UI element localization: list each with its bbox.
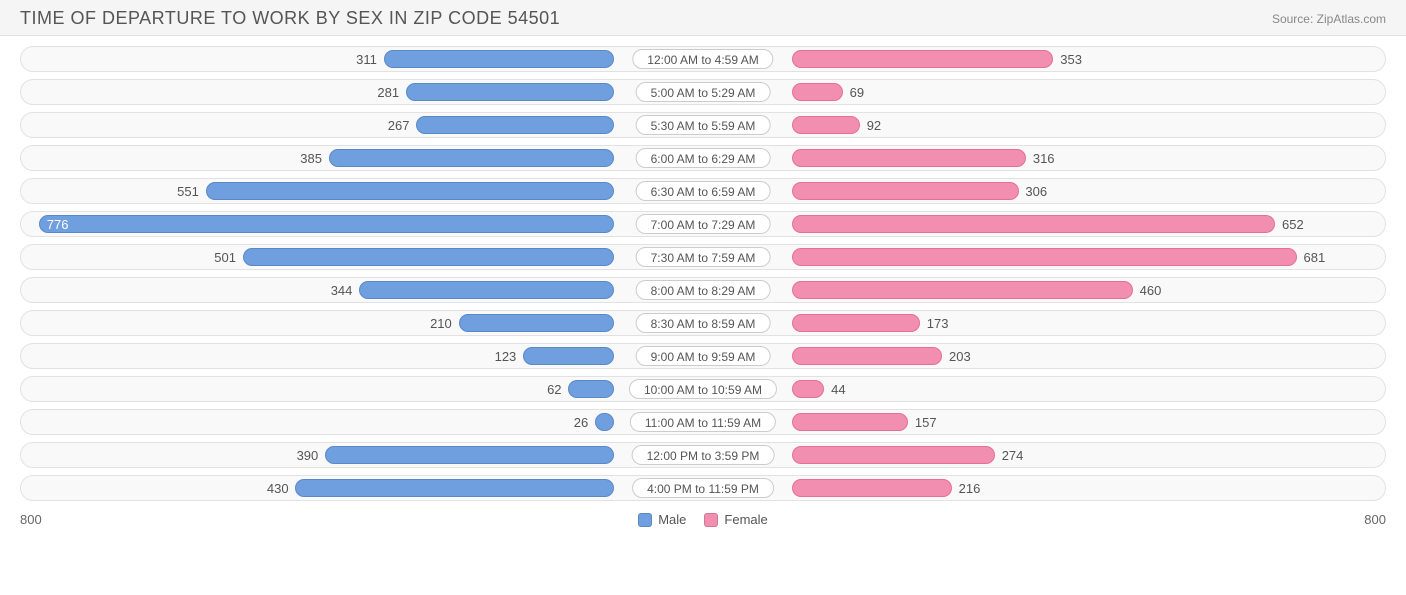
female-value-label: 44 bbox=[831, 377, 845, 401]
male-value-label: 501 bbox=[214, 245, 236, 269]
category-pill: 10:00 AM to 10:59 AM bbox=[629, 379, 777, 399]
male-bar bbox=[359, 281, 614, 299]
chart-row: 281 69 5:00 AM to 5:29 AM bbox=[20, 79, 1386, 105]
female-bar bbox=[792, 347, 943, 365]
chart-header: TIME OF DEPARTURE TO WORK BY SEX IN ZIP … bbox=[0, 0, 1406, 36]
chart-row: 501 681 7:30 AM to 7:59 AM bbox=[20, 244, 1386, 270]
male-bar bbox=[329, 149, 615, 167]
male-bar bbox=[325, 446, 614, 464]
female-value-label: 460 bbox=[1140, 278, 1162, 302]
category-pill: 12:00 AM to 4:59 AM bbox=[632, 49, 773, 69]
chart-source: Source: ZipAtlas.com bbox=[1272, 12, 1386, 26]
female-value-label: 92 bbox=[867, 113, 881, 137]
female-bar bbox=[792, 380, 825, 398]
male-value-label: 123 bbox=[495, 344, 517, 368]
female-value-label: 353 bbox=[1060, 47, 1082, 71]
legend-item-male: Male bbox=[638, 512, 686, 527]
female-value-label: 173 bbox=[927, 311, 949, 335]
chart-row: 311 353 12:00 AM to 4:59 AM bbox=[20, 46, 1386, 72]
chart-row: 267 92 5:30 AM to 5:59 AM bbox=[20, 112, 1386, 138]
category-pill: 6:00 AM to 6:29 AM bbox=[636, 148, 771, 168]
female-bar bbox=[792, 314, 920, 332]
category-pill: 11:00 AM to 11:59 AM bbox=[630, 412, 776, 432]
chart-row: 390 274 12:00 PM to 3:59 PM bbox=[20, 442, 1386, 468]
category-pill: 9:00 AM to 9:59 AM bbox=[636, 346, 771, 366]
legend-item-female: Female bbox=[704, 512, 767, 527]
male-swatch bbox=[638, 513, 652, 527]
female-bar bbox=[792, 248, 1297, 266]
legend-label-female: Female bbox=[724, 512, 767, 527]
female-value-label: 216 bbox=[959, 476, 981, 500]
category-pill: 8:00 AM to 8:29 AM bbox=[636, 280, 771, 300]
male-value-label: 551 bbox=[177, 179, 199, 203]
female-bar bbox=[792, 50, 1054, 68]
axis-right-max: 800 bbox=[1364, 512, 1386, 527]
category-pill: 8:30 AM to 8:59 AM bbox=[636, 313, 771, 333]
female-bar bbox=[792, 413, 908, 431]
female-bar bbox=[792, 149, 1026, 167]
female-bar bbox=[792, 116, 860, 134]
male-bar bbox=[384, 50, 615, 68]
chart-row: 776 652 7:00 AM to 7:29 AM bbox=[20, 211, 1386, 237]
female-bar bbox=[792, 83, 843, 101]
female-value-label: 681 bbox=[1304, 245, 1326, 269]
category-pill: 5:30 AM to 5:59 AM bbox=[636, 115, 771, 135]
female-swatch bbox=[704, 513, 718, 527]
category-pill: 7:00 AM to 7:29 AM bbox=[636, 214, 771, 234]
chart-row: 62 44 10:00 AM to 10:59 AM bbox=[20, 376, 1386, 402]
male-bar bbox=[206, 182, 615, 200]
category-pill: 12:00 PM to 3:59 PM bbox=[632, 445, 775, 465]
male-value-label: 344 bbox=[331, 278, 353, 302]
chart-row: 26 157 11:00 AM to 11:59 AM bbox=[20, 409, 1386, 435]
male-value-label: 62 bbox=[547, 377, 561, 401]
chart-area: 311 353 12:00 AM to 4:59 AM 281 69 5:00 AM to… bbox=[0, 36, 1406, 512]
male-value-label: 210 bbox=[430, 311, 452, 335]
chart-row: 210 173 8:30 AM to 8:59 AM bbox=[20, 310, 1386, 336]
female-value-label: 203 bbox=[949, 344, 971, 368]
male-value-label: 385 bbox=[300, 146, 322, 170]
female-value-label: 306 bbox=[1025, 179, 1047, 203]
legend: Male Female bbox=[638, 512, 768, 527]
female-value-label: 69 bbox=[850, 80, 864, 104]
axis-row: 800 Male Female 800 bbox=[0, 512, 1406, 527]
category-pill: 6:30 AM to 6:59 AM bbox=[636, 181, 771, 201]
female-bar bbox=[792, 479, 952, 497]
chart-row: 385 316 6:00 AM to 6:29 AM bbox=[20, 145, 1386, 171]
chart-row: 551 306 6:30 AM to 6:59 AM bbox=[20, 178, 1386, 204]
female-value-label: 652 bbox=[1282, 212, 1304, 236]
male-value-label: 430 bbox=[267, 476, 289, 500]
female-value-label: 316 bbox=[1033, 146, 1055, 170]
chart-row: 344 460 8:00 AM to 8:29 AM bbox=[20, 277, 1386, 303]
male-value-label: 26 bbox=[574, 410, 588, 434]
male-bar bbox=[243, 248, 615, 266]
legend-label-male: Male bbox=[658, 512, 686, 527]
female-bar bbox=[792, 446, 995, 464]
female-bar bbox=[792, 182, 1019, 200]
category-pill: 5:00 AM to 5:29 AM bbox=[636, 82, 771, 102]
male-value-label: 311 bbox=[356, 47, 377, 71]
female-value-label: 157 bbox=[915, 410, 937, 434]
chart-title: TIME OF DEPARTURE TO WORK BY SEX IN ZIP … bbox=[20, 8, 560, 29]
female-bar bbox=[792, 281, 1133, 299]
male-bar bbox=[595, 413, 614, 431]
male-bar bbox=[459, 314, 615, 332]
male-value-label: 776 bbox=[39, 212, 615, 236]
male-bar bbox=[568, 380, 614, 398]
male-bar bbox=[416, 116, 614, 134]
male-value-label: 390 bbox=[297, 443, 319, 467]
male-bar bbox=[406, 83, 614, 101]
male-bar bbox=[295, 479, 614, 497]
category-pill: 4:00 PM to 11:59 PM bbox=[632, 478, 774, 498]
female-bar bbox=[792, 215, 1276, 233]
female-value-label: 274 bbox=[1002, 443, 1024, 467]
axis-left-max: 800 bbox=[20, 512, 42, 527]
chart-row: 430 216 4:00 PM to 11:59 PM bbox=[20, 475, 1386, 501]
male-bar bbox=[523, 347, 614, 365]
category-pill: 7:30 AM to 7:59 AM bbox=[636, 247, 771, 267]
chart-row: 123 203 9:00 AM to 9:59 AM bbox=[20, 343, 1386, 369]
male-value-label: 281 bbox=[377, 80, 399, 104]
male-value-label: 267 bbox=[388, 113, 410, 137]
